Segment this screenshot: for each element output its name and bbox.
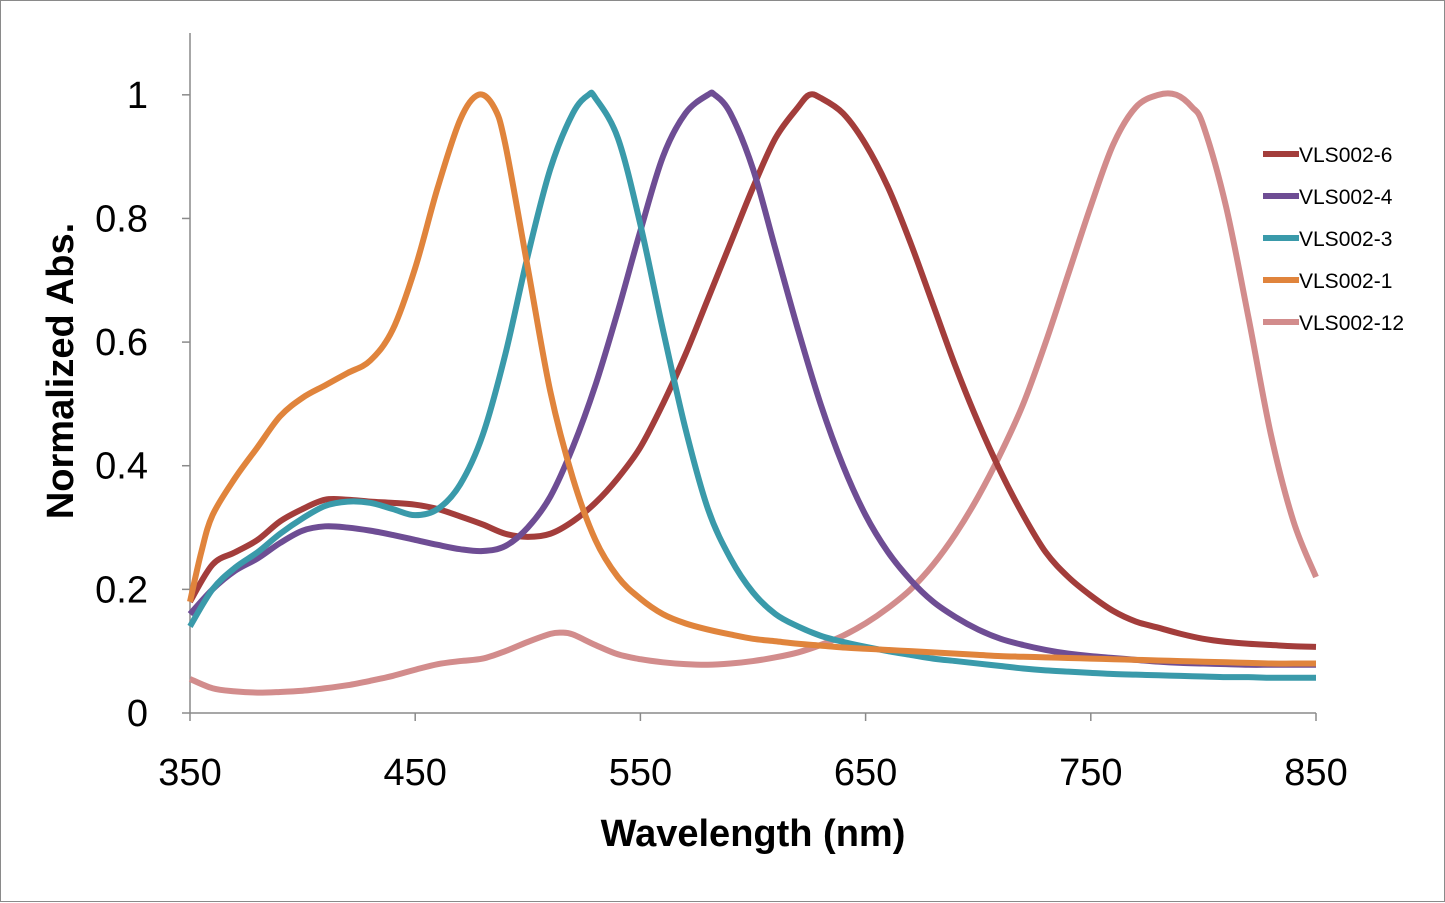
y-tick-label: 0 [127, 693, 148, 735]
legend-label: VLS002-12 [1299, 312, 1404, 335]
legend-label: VLS002-4 [1299, 186, 1393, 209]
x-axis-title: Wavelength (nm) [601, 813, 906, 855]
x-tick-label: 750 [1059, 752, 1122, 794]
x-tick-label: 650 [834, 752, 897, 794]
x-tick-label: 550 [609, 752, 672, 794]
legend-label: VLS002-1 [1299, 270, 1392, 293]
y-tick-label: 0.6 [95, 322, 148, 364]
y-tick-label: 0.4 [95, 446, 148, 488]
series-lines [187, 89, 1319, 696]
series-line-vls002-1 [187, 91, 1316, 667]
series-line-vls002-12 [188, 90, 1319, 696]
x-tick-label: 850 [1284, 752, 1347, 794]
y-tick-label: 0.8 [95, 198, 148, 240]
axis-tick-labels: 350 450 550 650 750 850 0 0.2 0.4 0.6 0.8 1 [95, 75, 1348, 794]
legend-label: VLS002-6 [1299, 144, 1392, 167]
legend-label: VLS002-3 [1299, 228, 1392, 251]
series-line-vls002-4 [187, 89, 1316, 668]
x-tick-label: 350 [158, 752, 221, 794]
series-line-vls002-3 [187, 89, 1316, 681]
y-axis-title: Normalized Abs. [40, 223, 82, 519]
series-line-vls002-6 [187, 91, 1317, 650]
y-tick-label: 1 [127, 75, 148, 117]
axis-ticks [182, 94, 1317, 721]
legend: VLS002-6 VLS002-4 VLS002-3 VLS002-1 VLS002-1… [1263, 144, 1404, 335]
x-tick-label: 450 [383, 752, 446, 794]
y-tick-label: 0.2 [95, 569, 148, 611]
